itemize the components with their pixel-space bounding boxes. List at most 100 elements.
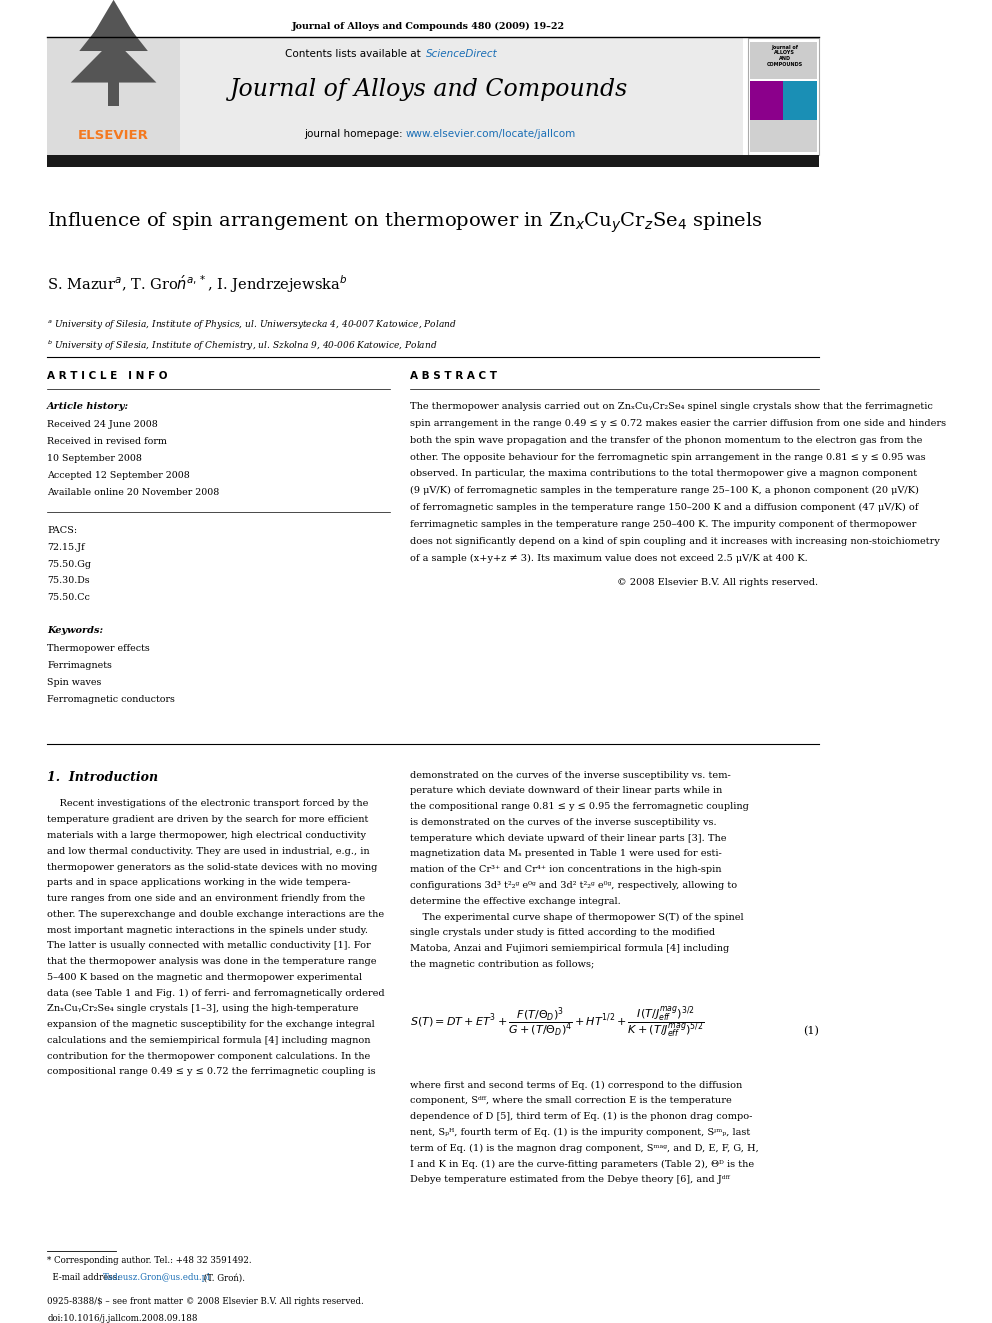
Text: Accepted 12 September 2008: Accepted 12 September 2008 bbox=[48, 471, 189, 480]
Bar bbox=[48, 38, 180, 155]
Text: The latter is usually connected with metallic conductivity [1]. For: The latter is usually connected with met… bbox=[48, 942, 371, 950]
Text: doi:10.1016/j.jallcom.2008.09.188: doi:10.1016/j.jallcom.2008.09.188 bbox=[48, 1314, 197, 1323]
Bar bbox=[784, 82, 816, 120]
Text: observed. In particular, the maxima contributions to the total thermopower give : observed. In particular, the maxima cont… bbox=[410, 470, 917, 479]
Text: magnetization data Mₛ presented in Table 1 were used for esti-: magnetization data Mₛ presented in Table… bbox=[410, 849, 721, 859]
Text: Journal of Alloys and Compounds: Journal of Alloys and Compounds bbox=[229, 78, 628, 101]
Text: parts and in space applications working in the wide tempera-: parts and in space applications working … bbox=[48, 878, 350, 888]
Text: 75.50.Gg: 75.50.Gg bbox=[48, 560, 91, 569]
Polygon shape bbox=[88, 0, 139, 44]
Text: www.elsevier.com/locate/jallcom: www.elsevier.com/locate/jallcom bbox=[406, 130, 575, 139]
Text: single crystals under study is fitted according to the modified: single crystals under study is fitted ac… bbox=[410, 929, 715, 937]
Text: that the thermopower analysis was done in the temperature range: that the thermopower analysis was done i… bbox=[48, 957, 377, 966]
Text: most important magnetic interactions in the spinels under study.: most important magnetic interactions in … bbox=[48, 926, 368, 934]
Text: 5–400 K based on the magnetic and thermopower experimental: 5–400 K based on the magnetic and thermo… bbox=[48, 972, 362, 982]
Text: 1.  Introduction: 1. Introduction bbox=[48, 770, 159, 783]
Text: nent, Sₚᵸ, fourth term of Eq. (1) is the impurity component, Sᶡᵐₚ, last: nent, Sₚᵸ, fourth term of Eq. (1) is the… bbox=[410, 1129, 750, 1136]
Text: 75.30.Ds: 75.30.Ds bbox=[48, 577, 89, 585]
Text: determine the effective exchange integral.: determine the effective exchange integra… bbox=[410, 897, 620, 906]
Text: Received in revised form: Received in revised form bbox=[48, 438, 167, 446]
Bar bbox=[48, 38, 743, 155]
Text: configurations 3d³ t²₂ᵍ e⁰ᵍ and 3d² t²₂ᵍ e⁰ᵍ, respectively, allowing to: configurations 3d³ t²₂ᵍ e⁰ᵍ and 3d² t²₂ᵍ… bbox=[410, 881, 737, 890]
Text: ferrimagnetic samples in the temperature range 250–400 K. The impurity component: ferrimagnetic samples in the temperature… bbox=[410, 520, 916, 529]
Text: demonstrated on the curves of the inverse susceptibility vs. tem-: demonstrated on the curves of the invers… bbox=[410, 770, 730, 779]
Text: calculations and the semiempirical formula [4] including magnon: calculations and the semiempirical formu… bbox=[48, 1036, 371, 1045]
Text: Ferromagnetic conductors: Ferromagnetic conductors bbox=[48, 695, 175, 704]
Bar bbox=[108, 82, 119, 106]
Text: (1): (1) bbox=[803, 1025, 818, 1036]
Bar bbox=[48, 155, 818, 167]
Polygon shape bbox=[70, 40, 157, 82]
Text: the magnetic contribution as follows;: the magnetic contribution as follows; bbox=[410, 959, 594, 968]
Text: Ferrimagnets: Ferrimagnets bbox=[48, 662, 112, 669]
Text: Journal of Alloys and Compounds 480 (2009) 19–22: Journal of Alloys and Compounds 480 (200… bbox=[292, 22, 565, 32]
Text: contribution for the thermopower component calculations. In the: contribution for the thermopower compone… bbox=[48, 1052, 370, 1061]
Text: mation of the Cr³⁺ and Cr⁴⁺ ion concentrations in the high-spin: mation of the Cr³⁺ and Cr⁴⁺ ion concentr… bbox=[410, 865, 721, 875]
Bar bbox=[750, 119, 816, 152]
Text: dependence of D [5], third term of Eq. (1) is the phonon drag compo-: dependence of D [5], third term of Eq. (… bbox=[410, 1113, 752, 1122]
Text: © 2008 Elsevier B.V. All rights reserved.: © 2008 Elsevier B.V. All rights reserved… bbox=[617, 578, 818, 587]
Text: compositional range 0.49 ≤ y ≤ 0.72 the ferrimagnetic coupling is: compositional range 0.49 ≤ y ≤ 0.72 the … bbox=[48, 1068, 376, 1077]
Text: PACS:: PACS: bbox=[48, 525, 77, 534]
Text: The experimental curve shape of thermopower S(T) of the spinel: The experimental curve shape of thermopo… bbox=[410, 913, 743, 922]
Text: temperature which deviate upward of their linear parts [3]. The: temperature which deviate upward of thei… bbox=[410, 833, 726, 843]
Text: and low thermal conductivity. They are used in industrial, e.g., in: and low thermal conductivity. They are u… bbox=[48, 847, 370, 856]
Text: of a sample (x+y+z ≠ 3). Its maximum value does not exceed 2.5 μV/K at 400 K.: of a sample (x+y+z ≠ 3). Its maximum val… bbox=[410, 553, 807, 562]
Text: of ferromagnetic samples in the temperature range 150–200 K and a diffusion comp: of ferromagnetic samples in the temperat… bbox=[410, 503, 919, 512]
Text: $^a$ University of Silesia, Institute of Physics, ul. Uniwersytecka 4, 40-007 Ka: $^a$ University of Silesia, Institute of… bbox=[48, 318, 457, 331]
Text: (T. Groń).: (T. Groń). bbox=[201, 1273, 245, 1282]
Text: other. The opposite behaviour for the ferromagnetic spin arrangement in the rang: other. The opposite behaviour for the fe… bbox=[410, 452, 926, 462]
Text: is demonstrated on the curves of the inverse susceptibility vs.: is demonstrated on the curves of the inv… bbox=[410, 818, 716, 827]
Text: A R T I C L E   I N F O: A R T I C L E I N F O bbox=[48, 370, 168, 381]
Text: Article history:: Article history: bbox=[48, 402, 129, 411]
Text: * Corresponding author. Tel.: +48 32 3591492.: * Corresponding author. Tel.: +48 32 359… bbox=[48, 1256, 252, 1265]
Text: expansion of the magnetic susceptibility for the exchange integral: expansion of the magnetic susceptibility… bbox=[48, 1020, 375, 1029]
Text: data (see Table 1 and Fig. 1) of ferri- and ferromagnetically ordered: data (see Table 1 and Fig. 1) of ferri- … bbox=[48, 988, 385, 998]
Text: component, Sᵈᶠᶠ, where the small correction E is the temperature: component, Sᵈᶠᶠ, where the small correct… bbox=[410, 1097, 731, 1106]
Text: 72.15.Jf: 72.15.Jf bbox=[48, 542, 84, 552]
Text: Debye temperature estimated from the Debye theory [6], and Jᵈᶠᶠ: Debye temperature estimated from the Deb… bbox=[410, 1175, 729, 1184]
Text: Contents lists available at: Contents lists available at bbox=[286, 49, 425, 58]
Text: Received 24 June 2008: Received 24 June 2008 bbox=[48, 421, 158, 430]
Text: Recent investigations of the electronic transport forced by the: Recent investigations of the electronic … bbox=[48, 799, 368, 808]
Text: Keywords:: Keywords: bbox=[48, 626, 103, 635]
Text: $^b$ University of Silesia, Institute of Chemistry, ul. Szkolna 9, 40-006 Katowi: $^b$ University of Silesia, Institute of… bbox=[48, 339, 437, 353]
Text: $S(T) = DT + ET^3 + \dfrac{F(T/\Theta_D)^3}{G + (T/\Theta_D)^4} + HT^{1/2} + \df: $S(T) = DT + ET^3 + \dfrac{F(T/\Theta_D)… bbox=[410, 1004, 704, 1040]
Text: ELSEVIER: ELSEVIER bbox=[78, 128, 149, 142]
Text: 0925-8388/$ – see front matter © 2008 Elsevier B.V. All rights reserved.: 0925-8388/$ – see front matter © 2008 El… bbox=[48, 1297, 364, 1306]
Text: Thermopower effects: Thermopower effects bbox=[48, 644, 150, 654]
Text: other. The superexchange and double exchange interactions are the: other. The superexchange and double exch… bbox=[48, 910, 384, 918]
Text: ZnₓCuᵧCr₂Se₄ single crystals [1–3], using the high-temperature: ZnₓCuᵧCr₂Se₄ single crystals [1–3], usin… bbox=[48, 1004, 359, 1013]
Text: I and K in Eq. (1) are the curve-fitting parameters (Table 2), Θᴰ is the: I and K in Eq. (1) are the curve-fitting… bbox=[410, 1159, 754, 1168]
Bar bbox=[748, 38, 818, 155]
Text: A B S T R A C T: A B S T R A C T bbox=[410, 370, 497, 381]
Text: Matoba, Anzai and Fujimori semiempirical formula [4] including: Matoba, Anzai and Fujimori semiempirical… bbox=[410, 945, 729, 953]
Text: S. Mazur$^a$, T. Gro$\acute{n}$$^{a,*}$, I. Jendrzejewska$^b$: S. Mazur$^a$, T. Gro$\acute{n}$$^{a,*}$,… bbox=[48, 274, 347, 295]
Text: The thermopower analysis carried out on ZnₓCuᵧCr₂Se₄ spinel single crystals show: The thermopower analysis carried out on … bbox=[410, 402, 932, 411]
Text: Influence of spin arrangement on thermopower in Zn$_x$Cu$_y$Cr$_z$Se$_4$ spinels: Influence of spin arrangement on thermop… bbox=[48, 210, 763, 234]
Text: Spin waves: Spin waves bbox=[48, 677, 101, 687]
Text: perature which deviate downward of their linear parts while in: perature which deviate downward of their… bbox=[410, 786, 722, 795]
Text: term of Eq. (1) is the magnon drag component, Sᵐᵃᵍ, and D, E, F, G, H,: term of Eq. (1) is the magnon drag compo… bbox=[410, 1143, 759, 1152]
Text: (9 μV/K) of ferromagnetic samples in the temperature range 25–100 K, a phonon co: (9 μV/K) of ferromagnetic samples in the… bbox=[410, 486, 919, 495]
Text: 75.50.Cc: 75.50.Cc bbox=[48, 593, 90, 602]
Text: both the spin wave propagation and the transfer of the phonon momentum to the el: both the spin wave propagation and the t… bbox=[410, 435, 923, 445]
Bar bbox=[750, 82, 784, 120]
Text: 10 September 2008: 10 September 2008 bbox=[48, 454, 142, 463]
Text: where first and second terms of Eq. (1) correspond to the diffusion: where first and second terms of Eq. (1) … bbox=[410, 1081, 742, 1090]
Text: does not significantly depend on a kind of spin coupling and it increases with i: does not significantly depend on a kind … bbox=[410, 537, 939, 545]
Text: Available online 20 November 2008: Available online 20 November 2008 bbox=[48, 488, 219, 496]
Bar bbox=[750, 41, 816, 79]
Text: journal homepage:: journal homepage: bbox=[305, 130, 406, 139]
Text: Journal of
ALLOYS
AND
COMPOUNDS: Journal of ALLOYS AND COMPOUNDS bbox=[767, 45, 803, 67]
Text: Tadeusz.Gron@us.edu.pl: Tadeusz.Gron@us.edu.pl bbox=[103, 1273, 210, 1282]
Text: ScienceDirect: ScienceDirect bbox=[426, 49, 498, 58]
Text: temperature gradient are driven by the search for more efficient: temperature gradient are driven by the s… bbox=[48, 815, 368, 824]
Text: thermopower generators as the solid-state devices with no moving: thermopower generators as the solid-stat… bbox=[48, 863, 378, 872]
Polygon shape bbox=[79, 8, 148, 52]
Text: E-mail address:: E-mail address: bbox=[48, 1273, 123, 1282]
Text: materials with a large thermopower, high electrical conductivity: materials with a large thermopower, high… bbox=[48, 831, 366, 840]
Text: ture ranges from one side and an environment friendly from the: ture ranges from one side and an environ… bbox=[48, 894, 365, 904]
Text: the compositional range 0.81 ≤ y ≤ 0.95 the ferromagnetic coupling: the compositional range 0.81 ≤ y ≤ 0.95 … bbox=[410, 802, 749, 811]
Text: spin arrangement in the range 0.49 ≤ y ≤ 0.72 makes easier the carrier diffusion: spin arrangement in the range 0.49 ≤ y ≤… bbox=[410, 419, 945, 427]
